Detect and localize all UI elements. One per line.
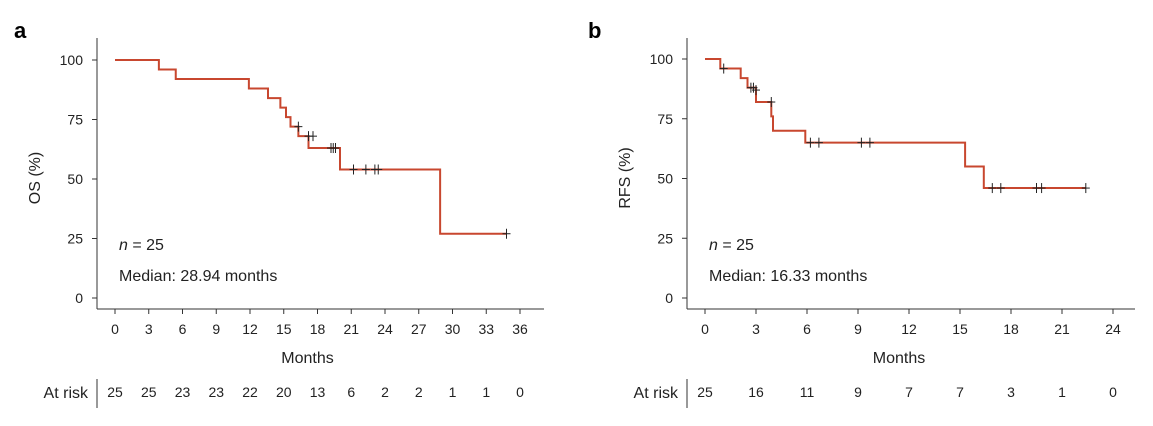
n-annotation: n = 25 bbox=[119, 237, 164, 254]
survival-curve bbox=[115, 59, 507, 235]
censor-mark bbox=[502, 228, 511, 239]
at-risk-value: 1 bbox=[482, 384, 490, 400]
at-risk-value: 7 bbox=[905, 384, 913, 400]
x-tick-label: 0 bbox=[701, 321, 709, 337]
censor-mark bbox=[996, 183, 1005, 194]
censor-mark bbox=[294, 121, 303, 132]
x-tick-label: 30 bbox=[445, 321, 461, 337]
y-axis-title: OS (%) bbox=[27, 152, 44, 204]
x-tick-label: 21 bbox=[343, 321, 359, 337]
x-tick-label: 9 bbox=[854, 321, 862, 337]
censor-mark bbox=[719, 63, 728, 74]
censor-mark bbox=[331, 143, 340, 154]
censor-mark bbox=[767, 97, 776, 108]
at-risk-value: 22 bbox=[242, 384, 258, 400]
at-risk-value: 25 bbox=[697, 384, 713, 400]
median-annotation: Median: 28.94 months bbox=[119, 268, 277, 285]
at-risk-value: 23 bbox=[175, 384, 191, 400]
at-risk-value: 25 bbox=[141, 384, 157, 400]
panel-b: b 0 25 50 75 100 0 3 6 9 12 15 18 21 24 Months RFS (%) n … bbox=[588, 18, 1135, 408]
at-risk-value: 0 bbox=[516, 384, 524, 400]
y-axis-title: RFS (%) bbox=[617, 147, 634, 208]
y-tick-label: 50 bbox=[657, 171, 673, 187]
x-tick-label: 15 bbox=[952, 321, 968, 337]
censor-mark bbox=[806, 137, 815, 148]
x-axis-title: Months bbox=[873, 350, 925, 367]
at-risk-value: 13 bbox=[310, 384, 326, 400]
at-risk-label: At risk bbox=[44, 385, 89, 402]
x-tick-label: 27 bbox=[411, 321, 427, 337]
at-risk-value: 9 bbox=[854, 384, 862, 400]
x-tick-label: 3 bbox=[752, 321, 760, 337]
x-tick-label: 33 bbox=[478, 321, 494, 337]
panel-label: b bbox=[588, 18, 601, 43]
censor-mark bbox=[349, 164, 358, 175]
censor-mark bbox=[1081, 183, 1090, 194]
x-tick-label: 0 bbox=[111, 321, 119, 337]
at-risk-value: 7 bbox=[956, 384, 964, 400]
x-tick-label: 24 bbox=[1105, 321, 1121, 337]
n-symbol: n bbox=[119, 237, 128, 254]
at-risk-value: 23 bbox=[208, 384, 224, 400]
at-risk-label: At risk bbox=[634, 385, 679, 402]
censor-mark bbox=[857, 137, 866, 148]
x-tick-label: 6 bbox=[179, 321, 187, 337]
y-tick-label: 75 bbox=[657, 111, 673, 127]
n-symbol: n bbox=[709, 237, 718, 254]
censor-mark bbox=[865, 137, 874, 148]
x-tick-label: 6 bbox=[803, 321, 811, 337]
at-risk-value: 2 bbox=[381, 384, 389, 400]
censor-mark bbox=[309, 131, 317, 142]
censor-mark bbox=[988, 183, 997, 194]
at-risk-value: 2 bbox=[415, 384, 423, 400]
censor-mark bbox=[752, 85, 760, 96]
x-tick-label: 12 bbox=[242, 321, 258, 337]
at-risk-value: 0 bbox=[1109, 384, 1117, 400]
x-axis-title: Months bbox=[281, 350, 333, 367]
at-risk-value: 11 bbox=[800, 384, 815, 400]
at-risk-value: 6 bbox=[347, 384, 355, 400]
x-tick-label: 12 bbox=[901, 321, 917, 337]
at-risk-value: 16 bbox=[748, 384, 764, 400]
censor-mark bbox=[1037, 183, 1046, 194]
censor-mark bbox=[361, 164, 370, 175]
at-risk-value: 1 bbox=[449, 384, 457, 400]
y-tick-label: 25 bbox=[67, 231, 83, 247]
n-annotation: n = 25 bbox=[709, 237, 754, 254]
censor-mark bbox=[374, 164, 383, 175]
y-tick-label: 0 bbox=[75, 290, 83, 306]
y-tick-label: 25 bbox=[657, 230, 673, 246]
y-tick-label: 100 bbox=[60, 52, 84, 68]
x-tick-label: 3 bbox=[145, 321, 153, 337]
panel-label: a bbox=[14, 18, 27, 43]
at-risk-value: 25 bbox=[107, 384, 123, 400]
censor-mark bbox=[814, 137, 823, 148]
y-tick-label: 75 bbox=[67, 112, 83, 128]
x-tick-label: 21 bbox=[1054, 321, 1070, 337]
y-tick-label: 50 bbox=[67, 171, 83, 187]
x-tick-label: 18 bbox=[310, 321, 326, 337]
x-tick-label: 36 bbox=[512, 321, 528, 337]
x-tick-label: 9 bbox=[212, 321, 220, 337]
median-annotation: Median: 16.33 months bbox=[709, 268, 867, 285]
at-risk-value: 1 bbox=[1058, 384, 1066, 400]
x-tick-label: 15 bbox=[276, 321, 292, 337]
x-tick-label: 18 bbox=[1003, 321, 1019, 337]
n-value: = 25 bbox=[128, 237, 164, 254]
y-tick-label: 0 bbox=[665, 290, 673, 306]
n-value: = 25 bbox=[718, 237, 754, 254]
at-risk-value: 20 bbox=[276, 384, 292, 400]
x-tick-label: 24 bbox=[377, 321, 393, 337]
survival-curve bbox=[705, 58, 1086, 190]
y-tick-label: 100 bbox=[650, 51, 674, 67]
at-risk-value: 3 bbox=[1007, 384, 1015, 400]
